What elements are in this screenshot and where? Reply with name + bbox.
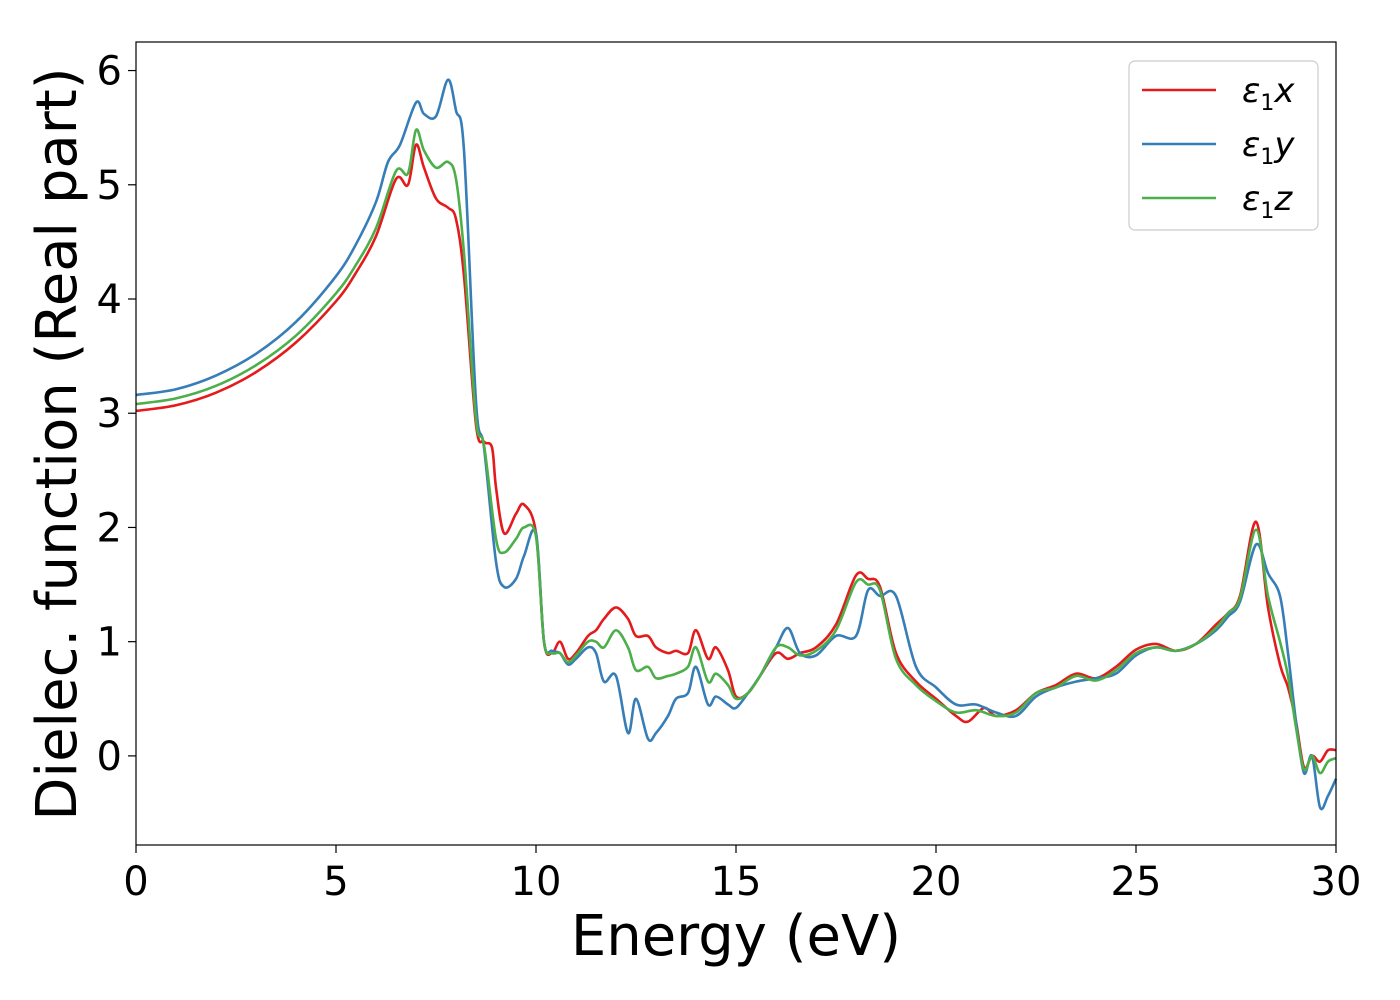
x-tick-label: 20	[911, 859, 962, 905]
y-tick-label: 1	[97, 620, 122, 666]
y-axis-title: Dielec. function (Real part)	[25, 67, 90, 820]
x-tick-label: 25	[1111, 859, 1162, 905]
x-tick-label: 5	[323, 859, 348, 905]
legend-box	[1128, 60, 1319, 231]
x-axis-title: Energy (eV)	[571, 904, 901, 969]
y-tick-label: 6	[97, 49, 122, 95]
series-line-z	[135, 128, 1337, 775]
x-tick-label: 0	[123, 859, 148, 905]
legend-label-x: ε1x	[1242, 71, 1295, 116]
y-tick-label: 3	[97, 391, 122, 437]
y-tick-label: 2	[97, 505, 122, 551]
x-tick-label: 10	[511, 859, 562, 905]
y-tick-label: 4	[97, 277, 122, 323]
legend-label-z: ε1z	[1242, 179, 1293, 224]
legend: ε1x ε1y ε1z	[1128, 60, 1319, 231]
y-axis-ticks: 0 1 2 3 4 5 6	[97, 49, 136, 780]
series-layer	[135, 78, 1338, 811]
x-tick-label: 30	[1311, 859, 1362, 905]
legend-label-y: ε1y	[1242, 125, 1295, 170]
y-tick-label: 5	[97, 163, 122, 209]
y-tick-label: 0	[97, 734, 122, 780]
x-axis-ticks: 0 5 10 15 20 25 30	[123, 845, 1361, 905]
x-tick-label: 15	[711, 859, 762, 905]
